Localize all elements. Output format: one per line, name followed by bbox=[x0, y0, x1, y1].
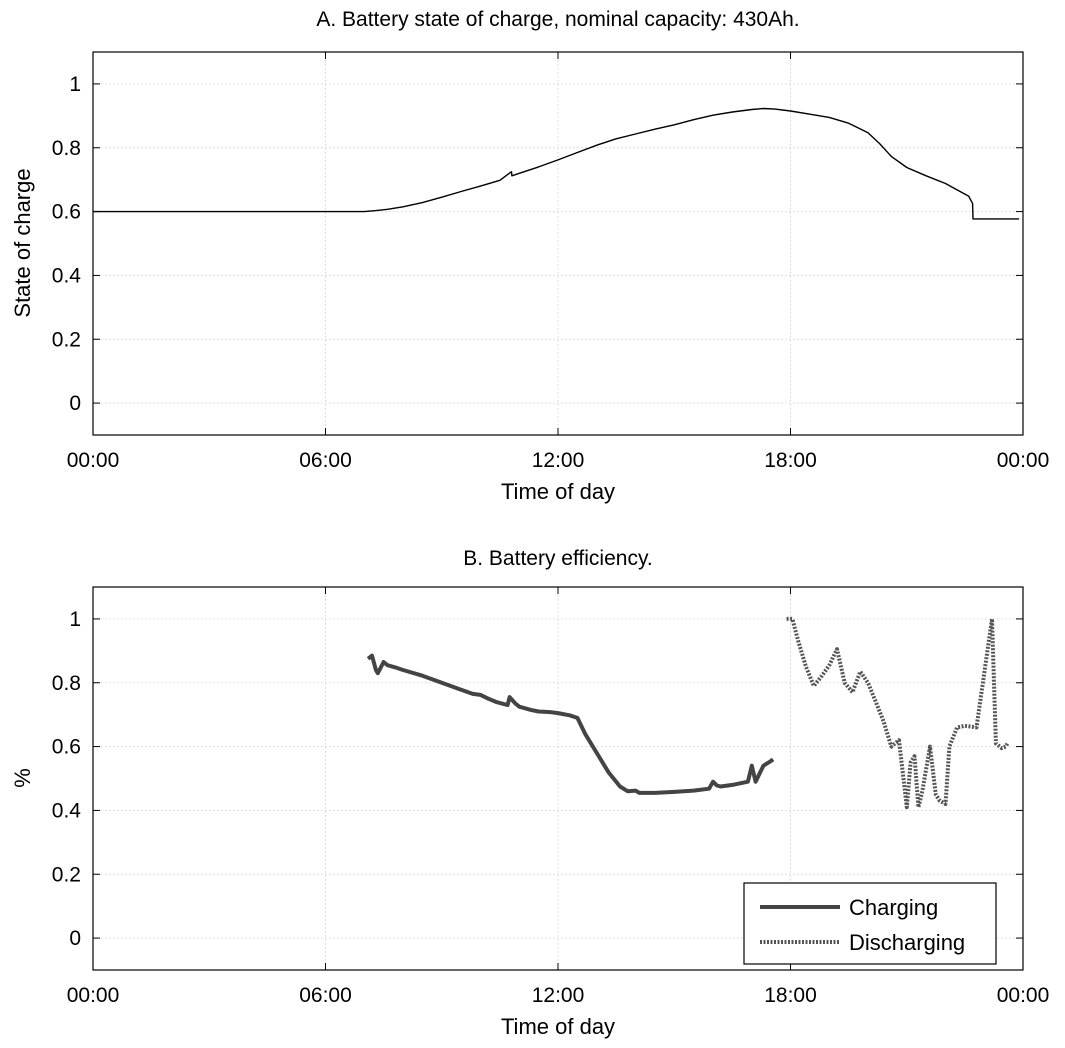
chart-b-xtick-label-1: 06:00 bbox=[299, 984, 352, 1007]
legend-box bbox=[743, 882, 997, 965]
chart-a-ytick-label-2: 0.4 bbox=[52, 264, 82, 287]
chart-b-ytick-label-0: 0 bbox=[69, 927, 81, 950]
chart-a-xtick-label-3: 18:00 bbox=[764, 449, 817, 472]
chart-b-xtick-label-4: 00:00 bbox=[997, 984, 1050, 1007]
chart-b-ytick-label-3: 0.6 bbox=[52, 736, 81, 759]
chart-a-series-line bbox=[93, 107, 1020, 220]
chart-a-ytick-label-1: 0.2 bbox=[52, 328, 81, 351]
chart-a-ticks: 00:00 06:00 12:00 18:00 00:00 0 0.2 0.4 0.6 0.8 1 bbox=[52, 52, 1049, 472]
legend-label-charging: Charging bbox=[849, 895, 938, 920]
chart-a-xtick-label-0: 00:00 bbox=[67, 449, 120, 472]
chart-a-plot-area bbox=[93, 107, 1020, 220]
panel-a: A. Battery state of charge, nominal capa… bbox=[10, 8, 1049, 504]
chart-b-ytick-label-5: 1 bbox=[69, 608, 81, 631]
chart-a-x-axis-label: Time of day bbox=[501, 479, 615, 504]
chart-b-y-axis-label: % bbox=[10, 768, 35, 788]
chart-b-xtick-label-2: 12:00 bbox=[532, 984, 585, 1007]
chart-b-ytick-label-4: 0.8 bbox=[52, 672, 81, 695]
chart-a-xtick-label-1: 06:00 bbox=[299, 449, 352, 472]
chart-a-ytick-label-4: 0.8 bbox=[52, 137, 81, 160]
chart-a-ytick-label-3: 0.6 bbox=[52, 201, 81, 224]
chart-a-ytick-label-0: 0 bbox=[69, 392, 81, 415]
chart-b-xtick-label-0: 00:00 bbox=[67, 984, 120, 1007]
chart-b-plot-area bbox=[366, 616, 1010, 810]
chart-b-grid bbox=[93, 587, 1023, 970]
chart-a-xtick-label-2: 12:00 bbox=[532, 449, 585, 472]
chart-b-ytick-label-1: 0.2 bbox=[52, 863, 81, 886]
chart-a-y-axis-label: State of charge bbox=[10, 168, 35, 317]
chart-b-legend: Charging Discharging bbox=[743, 882, 997, 965]
chart-b-series-discharging bbox=[786, 616, 1010, 810]
chart-a-grid bbox=[93, 52, 1023, 435]
chart-b-title: B. Battery efficiency. bbox=[463, 547, 652, 570]
chart-b-series-charging bbox=[366, 653, 775, 795]
legend-label-discharging: Discharging bbox=[849, 930, 965, 955]
chart-a-xtick-label-4: 00:00 bbox=[997, 449, 1050, 472]
chart-a-ytick-label-5: 1 bbox=[69, 73, 81, 96]
chart-b-xtick-label-3: 18:00 bbox=[764, 984, 817, 1007]
chart-a-title: A. Battery state of charge, nominal capa… bbox=[316, 8, 799, 31]
chart-b-ytick-label-2: 0.4 bbox=[52, 799, 82, 822]
chart-b-x-axis-label: Time of day bbox=[501, 1014, 615, 1039]
panel-b: B. Battery efficiency. 00:00 06:00 12:00 18… bbox=[10, 547, 1049, 1039]
chart-b-ticks: 00:00 06:00 12:00 18:00 00:00 0 0.2 0.4 0.6 0.8 1 bbox=[52, 587, 1049, 1007]
